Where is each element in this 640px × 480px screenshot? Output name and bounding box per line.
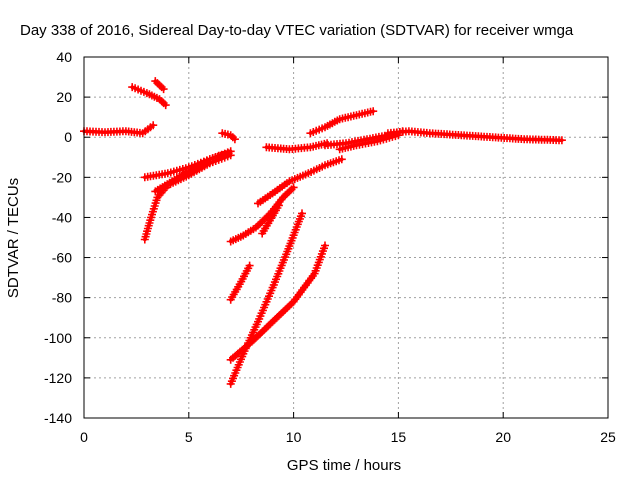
data-series-markers [335, 131, 403, 154]
tick-label-layer: 0 5 10 15 20 25 40 20 0 -20 -40 -60 -80 -100 -120 -140 [44, 49, 616, 445]
x-tick-label: 25 [600, 429, 616, 445]
x-tick-label: 15 [391, 429, 407, 445]
y-tick-label: -20 [52, 169, 72, 185]
y-tick-label: -140 [44, 410, 72, 426]
data-series-markers [258, 201, 283, 238]
data-series-arc-02 [128, 83, 170, 110]
y-tick-label: -80 [52, 290, 72, 306]
data-series-arc-10 [226, 209, 306, 388]
data-series-arc-11 [226, 241, 329, 364]
data-series-arc-15 [306, 107, 378, 138]
y-tick-label: -60 [52, 250, 72, 266]
data-series-markers [218, 129, 239, 144]
data-series-markers [151, 147, 235, 196]
data-series-markers [383, 127, 566, 145]
data-series-arc-12 [254, 155, 346, 208]
y-tick-label: 40 [56, 49, 72, 65]
data-series-arc-03 [151, 77, 168, 94]
x-axis-label: GPS time / hours [287, 457, 401, 474]
x-tick-label: 20 [495, 429, 511, 445]
tick-layer [83, 56, 609, 419]
data-series-markers [226, 241, 329, 364]
data-series-arc-17 [335, 131, 403, 154]
data-layer [80, 77, 566, 388]
x-tick-label: 10 [286, 429, 302, 445]
data-series-arc-06 [151, 147, 235, 196]
y-tick-label: -40 [52, 209, 72, 225]
data-series-markers [151, 77, 168, 94]
data-series-arc-13 [258, 201, 283, 238]
plot-frame [83, 56, 609, 419]
data-series-markers [306, 107, 378, 138]
data-series-arc-18 [383, 127, 566, 145]
data-series-markers [128, 83, 170, 110]
data-series-arc-07 [218, 129, 239, 144]
y-axis-label: SDTVAR / TECUs [5, 178, 22, 298]
chart-title: Day 338 of 2016, Sidereal Day-to-day VTE… [20, 22, 574, 39]
y-tick-label: -100 [44, 330, 72, 346]
data-series-arc-08 [226, 183, 298, 246]
x-tick-label: 0 [80, 429, 88, 445]
data-series-arc-09 [226, 261, 254, 304]
data-series-markers [226, 261, 254, 304]
y-tick-label: 20 [56, 89, 72, 105]
data-series-arc-01 [80, 121, 158, 138]
y-tick-label: -120 [44, 370, 72, 386]
y-tick-label: 0 [64, 129, 72, 145]
x-tick-label: 5 [185, 429, 193, 445]
data-series-markers [254, 155, 346, 208]
